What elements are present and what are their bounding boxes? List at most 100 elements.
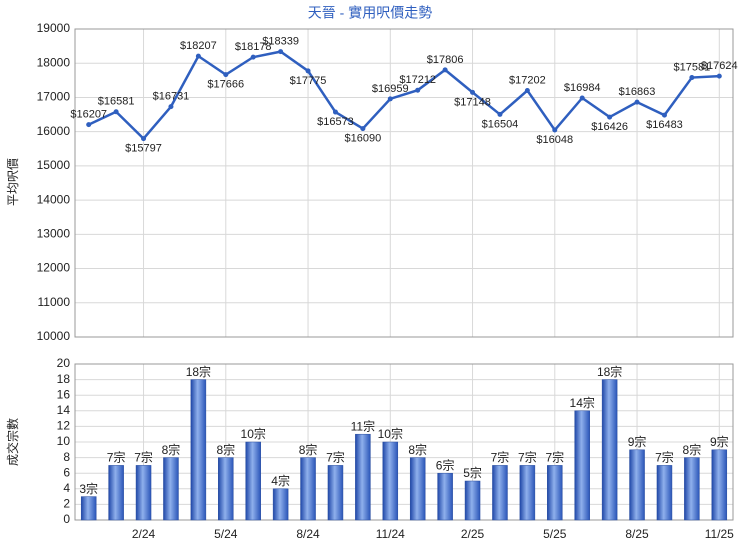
- data-label: 6宗: [436, 457, 455, 472]
- data-label: $17666: [207, 79, 244, 91]
- bar: [272, 488, 289, 521]
- y-tick-label: 16000: [37, 124, 71, 138]
- data-label: $18339: [262, 36, 299, 48]
- bar: [656, 465, 673, 521]
- point: [634, 99, 640, 105]
- x-tick-label: 2/25: [461, 527, 485, 541]
- data-label: 7宗: [655, 450, 674, 465]
- x-tick-label: 11/24: [376, 527, 405, 541]
- point: [607, 114, 613, 120]
- bar: [464, 480, 481, 521]
- bar: [437, 472, 453, 521]
- y-tick-label: 18000: [37, 55, 71, 69]
- point: [689, 75, 695, 81]
- bar: [355, 433, 371, 521]
- data-label: $16426: [591, 121, 628, 133]
- bar: [163, 457, 179, 521]
- chart-title: 天晉 - 實用呎價走勢: [308, 5, 432, 21]
- point: [278, 49, 284, 55]
- point: [305, 68, 311, 74]
- data-label: 8宗: [683, 442, 702, 457]
- bar: [629, 449, 645, 521]
- data-label: 18宗: [597, 364, 622, 379]
- data-label: $17806: [427, 54, 464, 66]
- y-tick-label: 11000: [38, 295, 71, 309]
- data-label: $16207: [70, 108, 107, 120]
- bar: [218, 457, 234, 521]
- y-tick-label: 14000: [37, 192, 71, 206]
- y-axis-label: 成交宗數: [5, 418, 20, 466]
- point: [141, 136, 147, 142]
- y-tick-label: 13000: [37, 227, 71, 241]
- data-label: $16959: [372, 83, 409, 95]
- y-tick-label: 6: [63, 465, 70, 479]
- y-tick-label: 0: [63, 512, 70, 526]
- data-label: $15797: [125, 143, 162, 155]
- point: [223, 72, 229, 78]
- bar: [300, 457, 316, 521]
- data-label: 14宗: [570, 395, 595, 410]
- data-label: $16483: [646, 119, 683, 131]
- x-tick-label: 8/24: [296, 527, 320, 541]
- bar: [135, 465, 152, 521]
- data-label: 7宗: [545, 450, 564, 465]
- point: [332, 109, 338, 115]
- point: [524, 88, 530, 94]
- plot-frame: [74, 363, 734, 521]
- point: [387, 96, 393, 102]
- bar: [108, 465, 124, 521]
- x-tick-label: 5/25: [543, 527, 567, 541]
- data-label: 7宗: [326, 450, 345, 465]
- x-tick-label: 11/25: [705, 527, 734, 541]
- data-label: $16863: [619, 86, 656, 98]
- y-tick-label: 20: [57, 356, 71, 370]
- data-label: $18207: [180, 40, 217, 52]
- x-tick-label: 2/24: [132, 527, 156, 541]
- bar: [382, 441, 399, 521]
- data-label: $16731: [153, 91, 190, 103]
- data-label: $16581: [98, 96, 135, 108]
- point: [86, 122, 92, 128]
- bar: [574, 410, 590, 521]
- bar: [80, 496, 97, 521]
- data-label: 8宗: [162, 442, 181, 457]
- y-tick-label: 14: [57, 403, 71, 417]
- data-label: 9宗: [628, 434, 647, 449]
- data-label: 7宗: [107, 450, 126, 465]
- y-tick-label: 4: [63, 481, 70, 495]
- bar: [327, 465, 344, 521]
- point: [470, 89, 476, 95]
- data-label: $18178: [235, 41, 272, 53]
- y-tick-label: 2: [63, 497, 70, 511]
- data-label: $16048: [536, 134, 573, 146]
- point: [415, 87, 421, 93]
- point: [195, 53, 201, 59]
- bar: [519, 465, 536, 521]
- data-label: 3宗: [79, 481, 98, 496]
- point: [168, 104, 174, 110]
- data-label: $17148: [454, 96, 491, 108]
- point: [250, 54, 256, 60]
- y-tick-label: 15000: [37, 158, 71, 172]
- data-label: $16504: [482, 118, 519, 130]
- y-tick-label: 8: [63, 450, 70, 464]
- y-tick-label: 18: [57, 372, 71, 386]
- point: [552, 127, 558, 133]
- plot-frame: [74, 28, 734, 338]
- y-tick-label: 12000: [37, 261, 71, 275]
- data-label: 11宗: [351, 418, 375, 433]
- point: [716, 73, 722, 79]
- data-label: $17581: [674, 61, 711, 73]
- data-label: $16090: [345, 132, 382, 144]
- y-axis-label: 平均呎價: [6, 158, 20, 206]
- point: [497, 111, 503, 117]
- data-label: $17202: [509, 74, 546, 86]
- bar: [190, 379, 207, 521]
- data-label: 18宗: [186, 364, 211, 379]
- data-label: $17624: [701, 60, 738, 72]
- y-tick-label: 19000: [37, 21, 71, 35]
- data-label: 5宗: [463, 465, 482, 480]
- data-label: 4宗: [271, 473, 290, 488]
- point: [579, 95, 585, 101]
- data-label: 10宗: [241, 426, 266, 441]
